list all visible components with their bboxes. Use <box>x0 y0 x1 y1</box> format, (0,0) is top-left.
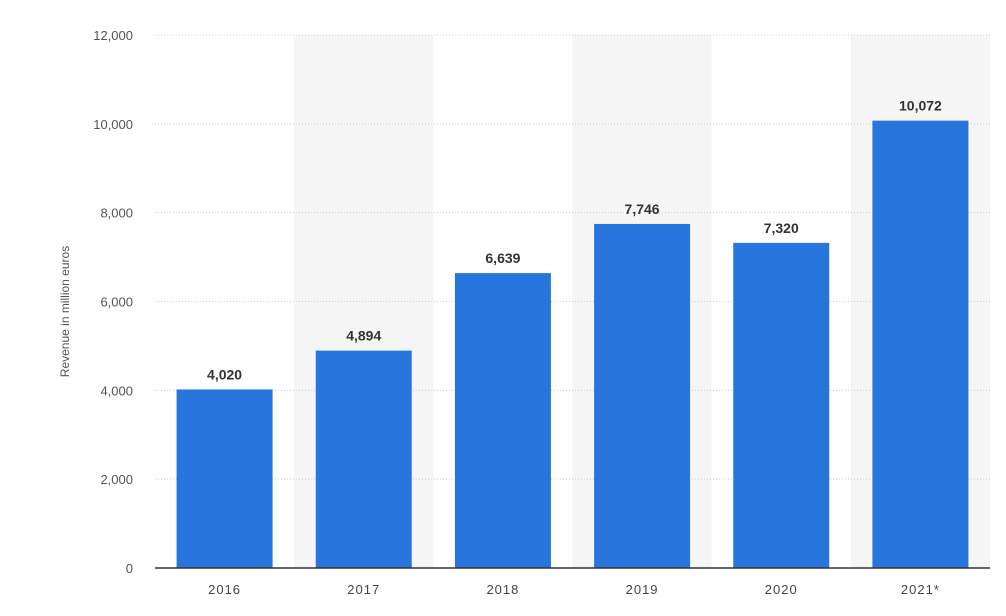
y-tick-label: 6,000 <box>100 295 133 310</box>
bar <box>733 242 830 568</box>
y-axis-label: Revenue in million euros <box>58 246 72 377</box>
y-tick-label: 4,000 <box>100 383 133 398</box>
bar <box>454 273 551 568</box>
x-tick-label: 2016 <box>208 582 241 597</box>
bar <box>594 223 691 569</box>
y-axis-ticks: 0 2,000 4,000 6,000 8,000 10,000 12,000 <box>93 28 133 576</box>
y-tick-label: 12,000 <box>93 28 133 43</box>
data-label: 4,020 <box>207 366 242 382</box>
x-tick-label: 2020 <box>765 582 798 597</box>
bar <box>872 120 969 569</box>
y-tick-label: 8,000 <box>100 206 133 221</box>
y-tick-label: 10,000 <box>93 117 133 132</box>
bar <box>176 389 273 568</box>
data-label: 7,746 <box>625 201 660 217</box>
x-tick-label: 2017 <box>347 582 380 597</box>
bar <box>315 350 412 568</box>
x-tick-label: 2019 <box>626 582 659 597</box>
data-label: 4,894 <box>346 328 381 344</box>
x-tick-label: 2021* <box>901 582 940 597</box>
y-tick-label: 2,000 <box>100 472 133 487</box>
gridlines <box>155 34 990 480</box>
y-tick-label: 0 <box>126 561 133 576</box>
bars <box>176 120 969 569</box>
data-label: 10,072 <box>899 98 942 114</box>
data-label: 7,320 <box>764 220 799 236</box>
x-tick-label: 2018 <box>486 582 519 597</box>
data-labels: 4,020 4,894 6,639 7,746 7,320 10,072 <box>207 98 942 383</box>
x-axis-ticks: 2016 2017 2018 2019 2020 2021* <box>208 582 940 597</box>
data-label: 6,639 <box>485 250 520 266</box>
